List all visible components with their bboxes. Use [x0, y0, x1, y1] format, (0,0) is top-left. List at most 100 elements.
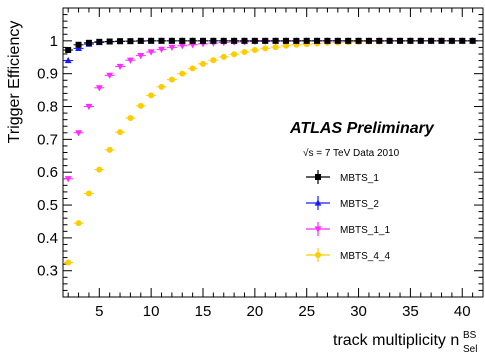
- data-point: [241, 49, 248, 56]
- data-point: [75, 130, 82, 137]
- x-axis-label: track multiplicity n: [333, 332, 459, 349]
- legend-label: MBTS_2: [340, 199, 379, 210]
- x-axis-label-main: track multiplicity n: [333, 332, 459, 349]
- data-point: [137, 53, 145, 60]
- y-tick-label: 0.4: [37, 230, 58, 247]
- data-point: [428, 37, 435, 44]
- legend-marker: [315, 252, 321, 258]
- data-point: [448, 37, 455, 44]
- data-point: [210, 37, 217, 44]
- data-point: [85, 103, 93, 111]
- x-tick-label: 15: [195, 303, 212, 320]
- data-point: [334, 37, 341, 44]
- data-point: [75, 220, 82, 227]
- data-point: [75, 44, 82, 51]
- data-point: [137, 102, 144, 109]
- series-mbts-1: [63, 37, 478, 54]
- energy-label: √s = 7 TeV Data 2010: [303, 147, 400, 159]
- data-point: [355, 37, 362, 44]
- legend-entry: MBTS_4_4: [306, 248, 390, 262]
- data-point: [148, 92, 155, 99]
- data-point: [148, 37, 155, 44]
- data-point: [85, 190, 92, 197]
- legend-marker: [315, 174, 321, 180]
- data-point: [64, 56, 72, 64]
- y-axis-label: Trigger Efficiency: [6, 21, 23, 144]
- data-point: [241, 37, 248, 44]
- data-point: [137, 37, 144, 44]
- data-point: [147, 49, 155, 56]
- data-point: [95, 85, 103, 92]
- y-tick-label: 0.7: [37, 131, 58, 148]
- data-point: [272, 37, 279, 44]
- data-point: [168, 37, 175, 44]
- x-tick-label: 20: [247, 303, 264, 320]
- data-point: [282, 37, 289, 44]
- data-point: [417, 37, 424, 44]
- legend-entry: MBTS_2: [306, 196, 379, 210]
- data-point: [179, 70, 186, 77]
- data-point: [293, 37, 300, 44]
- data-point: [303, 37, 310, 44]
- data-point: [106, 72, 114, 79]
- x-tick-label: 10: [143, 303, 160, 320]
- data-point: [127, 115, 134, 122]
- data-point: [262, 37, 269, 44]
- legend-entry: MBTS_1_1: [306, 222, 390, 236]
- data-point: [459, 37, 466, 44]
- data-point: [407, 37, 414, 44]
- data-point: [469, 37, 476, 44]
- y-tick-label: 0.5: [37, 197, 58, 214]
- data-point: [438, 37, 445, 44]
- data-point: [231, 51, 238, 58]
- data-point: [127, 57, 134, 64]
- x-axis-label-subscript: Sel: [463, 344, 477, 355]
- y-tick-label: 0.3: [37, 263, 58, 280]
- data-point: [189, 65, 196, 72]
- y-tick-label: 0.9: [37, 66, 58, 83]
- data-point: [158, 46, 165, 53]
- data-point: [200, 37, 206, 44]
- x-tick-label: 40: [454, 303, 471, 320]
- data-point: [106, 146, 113, 153]
- data-point: [116, 63, 124, 71]
- x-axis-label-superscript: BS: [463, 330, 477, 341]
- data-point: [96, 38, 103, 45]
- data-point: [386, 37, 393, 44]
- data-point: [178, 43, 186, 50]
- data-point: [272, 44, 279, 51]
- x-tick-label: 35: [402, 303, 419, 320]
- data-point: [117, 38, 124, 45]
- legend-marker: [314, 226, 322, 233]
- data-point: [117, 129, 124, 136]
- legend-label: MBTS_1: [340, 173, 379, 184]
- y-axis: 0.3 0.4 0.5 0.6 0.7 0.8 0.9 1: [37, 7, 483, 298]
- data-point: [65, 259, 72, 266]
- data-point: [85, 39, 92, 46]
- data-point: [189, 37, 196, 44]
- legend-label: MBTS_1_1: [340, 225, 390, 236]
- data-point: [220, 37, 227, 44]
- data-point: [376, 37, 383, 44]
- data-point: [231, 37, 238, 44]
- data-point: [168, 44, 176, 52]
- data-point: [210, 57, 217, 64]
- data-point: [251, 47, 258, 54]
- data-point: [262, 45, 269, 52]
- data-point: [64, 176, 72, 183]
- y-tick-label: 0.6: [37, 164, 58, 181]
- data-point: [65, 47, 72, 54]
- legend: MBTS_1 MBTS_2 MBTS_1_1 MBTS_4_4: [306, 170, 390, 262]
- data-point: [200, 60, 206, 67]
- data-point: [158, 37, 165, 44]
- data-point: [106, 38, 113, 45]
- data-point: [397, 37, 404, 44]
- legend-entry: MBTS_1: [306, 170, 379, 184]
- x-tick-label: 5: [95, 303, 103, 320]
- legend-marker: [314, 199, 322, 206]
- y-tick-label: 1: [50, 33, 58, 50]
- data-point: [220, 53, 227, 60]
- data-point: [127, 38, 134, 45]
